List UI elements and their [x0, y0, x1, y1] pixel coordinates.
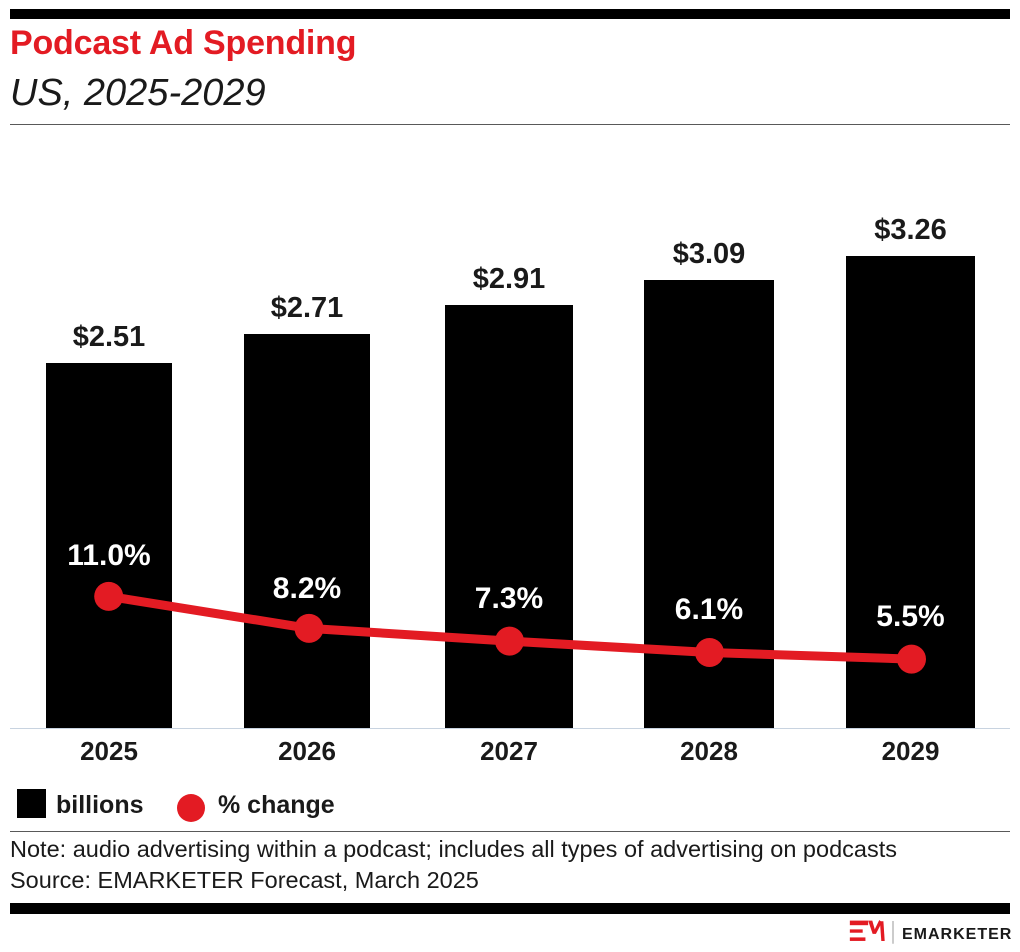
svg-text:EMARKETER: EMARKETER: [902, 926, 1012, 943]
